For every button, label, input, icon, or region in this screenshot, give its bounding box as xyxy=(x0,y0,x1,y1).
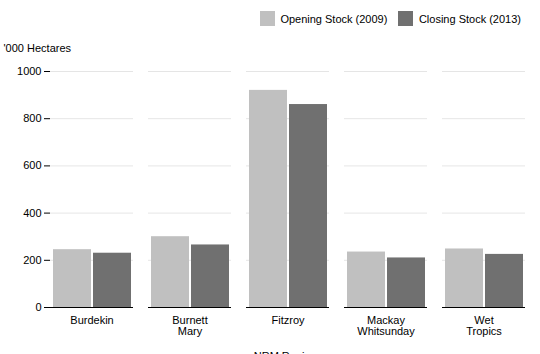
svg-text:MackayWhitsunday: MackayWhitsunday xyxy=(357,314,415,337)
svg-text:Fitzroy: Fitzroy xyxy=(272,314,306,326)
svg-text:200: 200 xyxy=(23,253,41,265)
svg-text:Burdekin: Burdekin xyxy=(70,314,113,326)
svg-text:BurnettMary: BurnettMary xyxy=(172,314,207,337)
svg-text:1000: 1000 xyxy=(17,65,41,77)
svg-text:600: 600 xyxy=(23,159,41,171)
svg-text:WetTropics: WetTropics xyxy=(466,314,502,337)
svg-text:0: 0 xyxy=(35,301,41,313)
svg-text:400: 400 xyxy=(23,206,41,218)
svg-text:800: 800 xyxy=(23,112,41,124)
svg-text:NRM Regions: NRM Regions xyxy=(254,349,323,354)
html-text:Opening Stock (2009): Opening Stock (2009) xyxy=(280,12,388,25)
html-text:Closing Stock (2013): Closing Stock (2013) xyxy=(418,12,521,25)
svg-text:'000 Hectares: '000 Hectares xyxy=(4,42,72,54)
